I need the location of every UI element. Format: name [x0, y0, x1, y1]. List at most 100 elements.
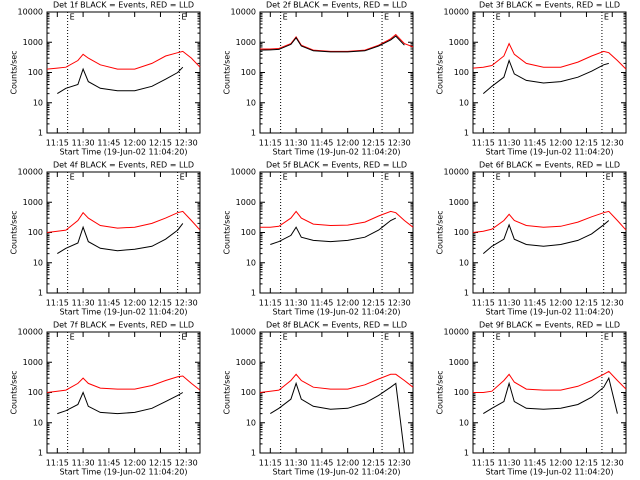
x-tick-label: 12:30: [601, 139, 624, 148]
event-marker-label: E: [70, 173, 75, 182]
x-tick-label: 12:00: [549, 459, 572, 468]
y-tick-label: 1000: [449, 38, 469, 47]
x-tick-label: 12:15: [575, 459, 598, 468]
y-tick-label: 10000: [444, 168, 469, 177]
x-tick-label: 12:30: [601, 459, 624, 468]
y-tick-label: 10: [246, 98, 256, 107]
x-tick-label: 12:15: [575, 139, 598, 148]
x-tick-label: 11:45: [97, 299, 120, 308]
x-tick-label: 12:30: [388, 139, 411, 148]
data-line: [46, 210, 201, 233]
data-line: [259, 35, 405, 53]
x-tick-label: 11:15: [472, 299, 495, 308]
data-line: [259, 373, 414, 393]
y-tick-label: 1: [38, 289, 43, 298]
x-axis-label: Start Time (19-Jun-02 11:04:20): [273, 468, 401, 477]
data-line: [46, 50, 201, 70]
x-tick-label: 12:00: [336, 299, 359, 308]
event-marker-label: E: [70, 13, 75, 22]
x-tick-label: 12:30: [175, 299, 198, 308]
x-tick-label: 12:00: [336, 459, 359, 468]
data-line: [57, 391, 184, 415]
event-marker-label: E: [604, 333, 609, 342]
x-tick-label: 12:00: [123, 459, 146, 468]
y-tick-label: 1000: [23, 198, 43, 207]
x-tick-label: 11:15: [46, 139, 69, 148]
panel: Det 5f BLACK = Events, RED = LLD 1 10 100 10…: [223, 161, 414, 317]
y-axis-label: Counts/sec: [436, 210, 445, 254]
x-tick-label: 11:15: [472, 459, 495, 468]
chart-title: Det 5f BLACK = Events, RED = LLD: [266, 161, 407, 170]
panel: Det 4f BLACK = Events, RED = LLD 1 10 100 10…: [10, 161, 201, 317]
panel: Det 6f BLACK = Events, RED = LLD 1 10 100 10…: [436, 161, 627, 317]
y-tick-label: 1: [38, 129, 43, 138]
x-tick-label: 12:30: [388, 459, 411, 468]
data-line: [260, 210, 414, 228]
y-tick-label: 100: [241, 228, 256, 237]
panel: Det 8f BLACK = Events, RED = LLD 1 10 100 10…: [223, 321, 414, 477]
y-tick-label: 100: [28, 68, 43, 77]
x-tick-label: 12:00: [123, 299, 146, 308]
x-tick-label: 11:45: [310, 459, 333, 468]
data-line: [472, 210, 627, 233]
x-tick-label: 11:15: [472, 139, 495, 148]
y-tick-label: 100: [241, 388, 256, 397]
y-tick-label: 1000: [449, 198, 469, 207]
x-axis-label: Start Time (19-Jun-02 11:04:20): [273, 308, 401, 317]
x-tick-label: 11:45: [523, 139, 546, 148]
x-tick-label: 12:30: [175, 459, 198, 468]
event-marker-label: E: [604, 13, 609, 22]
event-marker-label: E: [181, 13, 186, 22]
x-tick-label: 11:30: [498, 139, 521, 148]
x-tick-label: 11:30: [285, 299, 308, 308]
x-axis-label: Start Time (19-Jun-02 11:04:20): [486, 468, 614, 477]
x-tick-label: 11:45: [310, 299, 333, 308]
y-tick-label: 1: [38, 449, 43, 458]
y-tick-label: 10000: [231, 8, 256, 17]
y-tick-label: 10000: [231, 168, 256, 177]
x-tick-label: 12:15: [362, 139, 385, 148]
x-tick-label: 12:15: [362, 299, 385, 308]
y-tick-label: 10: [459, 98, 469, 107]
x-tick-label: 11:15: [46, 459, 69, 468]
x-tick-label: 11:15: [259, 299, 282, 308]
y-tick-label: 10000: [444, 328, 469, 337]
x-tick-label: 12:30: [601, 299, 624, 308]
x-tick-label: 11:30: [498, 299, 521, 308]
data-line: [483, 376, 618, 415]
y-tick-label: 1: [251, 289, 256, 298]
y-tick-label: 100: [28, 388, 43, 397]
y-tick-label: 1: [464, 289, 469, 298]
data-line: [482, 220, 610, 254]
y-tick-label: 1: [251, 449, 256, 458]
x-tick-label: 11:45: [97, 139, 120, 148]
y-tick-label: 10: [33, 98, 43, 107]
event-marker-label: E: [181, 333, 186, 342]
event-marker-label: E: [496, 333, 501, 342]
data-line: [472, 42, 627, 70]
x-tick-label: 12:15: [575, 299, 598, 308]
y-axis-label: Counts/sec: [436, 50, 445, 94]
x-tick-label: 11:45: [310, 139, 333, 148]
y-tick-label: 1: [464, 129, 469, 138]
x-tick-label: 12:30: [388, 299, 411, 308]
x-tick-label: 12:15: [149, 459, 172, 468]
y-tick-label: 100: [454, 388, 469, 397]
chart-title: Det 6f BLACK = Events, RED = LLD: [479, 161, 620, 170]
data-line: [270, 217, 397, 245]
chart-title: Det 9f BLACK = Events, RED = LLD: [479, 321, 620, 330]
x-tick-label: 11:30: [72, 299, 95, 308]
y-axis-label: Counts/sec: [436, 370, 445, 414]
event-marker-label: E: [496, 173, 501, 182]
panel: Det 7f BLACK = Events, RED = LLD 1 10 100 10…: [10, 321, 201, 477]
y-tick-label: 1: [464, 449, 469, 458]
data-line: [473, 370, 627, 393]
y-axis-label: Counts/sec: [223, 50, 232, 94]
y-tick-label: 1000: [23, 38, 43, 47]
x-tick-label: 12:15: [149, 299, 172, 308]
y-tick-label: 1: [251, 129, 256, 138]
chart-title: Det 4f BLACK = Events, RED = LLD: [53, 161, 194, 170]
x-tick-label: 11:30: [72, 459, 95, 468]
x-tick-label: 12:00: [336, 139, 359, 148]
chart-title: Det 3f BLACK = Events, RED = LLD: [479, 1, 620, 10]
